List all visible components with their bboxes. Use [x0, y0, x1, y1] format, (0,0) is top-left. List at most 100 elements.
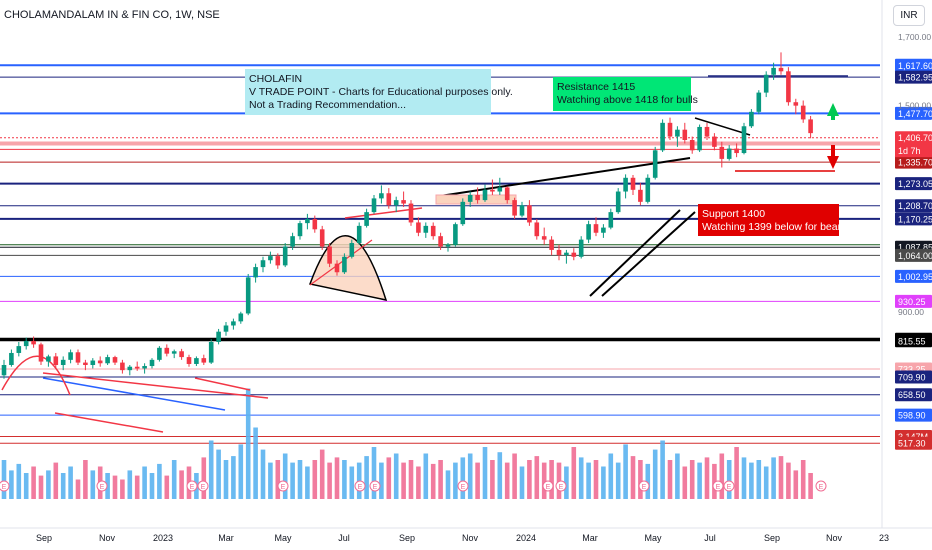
candle-body [615, 191, 621, 213]
event-marker-icon[interactable]: E [457, 480, 469, 492]
candle [527, 200, 532, 226]
candle-body [164, 347, 170, 354]
candle-body [638, 189, 643, 202]
event-marker-icon[interactable]: E [712, 480, 724, 492]
event-marker-icon[interactable]: E [815, 480, 827, 492]
event-marker-icon[interactable]: E [96, 480, 108, 492]
candle-body [645, 177, 651, 202]
candle [127, 364, 133, 376]
volume-bar [23, 473, 29, 499]
event-marker-icon[interactable]: E [638, 480, 650, 492]
candle [275, 253, 281, 269]
candle [504, 186, 510, 204]
volume-bar [712, 463, 717, 499]
time-tick-label: Nov [462, 533, 479, 543]
trend-line [309, 239, 373, 286]
volume-bar [275, 460, 281, 499]
volume-bar [549, 460, 554, 499]
time-tick-label: May [644, 533, 662, 543]
event-marker-letter: E [201, 484, 206, 491]
time-tick-label: May [274, 533, 292, 543]
candle-body [534, 222, 540, 237]
time-tick-label: 2023 [153, 533, 173, 543]
volume-bar [134, 475, 140, 499]
candle-body [179, 351, 184, 358]
candle-body [712, 136, 717, 147]
candle-body [667, 122, 673, 137]
event-marker-icon[interactable]: E [197, 480, 209, 492]
event-marker-circle [638, 480, 650, 492]
candle [786, 67, 791, 106]
trend-line [194, 377, 251, 391]
event-marker-letter: E [716, 484, 721, 491]
candle-body [127, 366, 133, 371]
event-marker-icon[interactable]: E [277, 480, 289, 492]
volume-bar [793, 470, 799, 499]
candle-body [253, 267, 258, 278]
price-label-box [895, 106, 932, 120]
candle-body [756, 92, 762, 112]
candle [734, 143, 739, 158]
event-marker-icon[interactable]: E [354, 480, 366, 492]
candle [749, 109, 754, 128]
candle [342, 253, 347, 274]
volume-bar [260, 449, 266, 499]
candle-body [371, 198, 377, 213]
volume-bar [482, 447, 488, 499]
price-label: 1,617.60 [895, 58, 932, 72]
price-label-box [895, 294, 932, 308]
candle-body [312, 219, 318, 230]
price-tick-label: 900.00 [898, 307, 924, 317]
volume-bar [223, 460, 229, 499]
event-marker-icon[interactable]: E [555, 480, 567, 492]
volume-bar [438, 460, 443, 499]
candle [164, 344, 170, 357]
volume-bar [586, 462, 591, 499]
candle-body [726, 148, 732, 159]
candle [689, 136, 695, 154]
candle-body [327, 246, 332, 264]
candle-body [60, 359, 66, 365]
price-label-text: 815.55 [898, 336, 926, 346]
candle [490, 179, 495, 195]
event-marker-icon[interactable]: E [0, 480, 10, 492]
candle [719, 141, 725, 168]
candle-body [623, 177, 628, 192]
event-marker-icon[interactable]: E [723, 480, 735, 492]
volume-bar [808, 473, 813, 499]
candle-body [630, 177, 636, 190]
price-label-text: 517.30 [898, 439, 926, 449]
candle-body [149, 359, 155, 367]
candle [312, 215, 318, 233]
candle [379, 185, 384, 204]
candle-body [142, 366, 147, 369]
candle [97, 356, 103, 367]
price-label-text: 598.90 [898, 411, 926, 421]
price-label-box [895, 199, 932, 213]
event-marker-icon[interactable]: E [369, 480, 381, 492]
candle [31, 336, 36, 348]
candle-body [423, 225, 429, 233]
volume-bar [319, 449, 325, 499]
candle [1, 359, 7, 379]
annotation-box [698, 204, 839, 236]
event-marker-icon[interactable]: E [542, 480, 554, 492]
volume-bar [704, 457, 710, 499]
price-label: 1,002.95 [895, 269, 932, 283]
candle-body [186, 357, 192, 364]
candle [564, 249, 569, 264]
currency-selector[interactable]: INR [893, 5, 925, 26]
volume-bar [682, 466, 688, 499]
candle-body [445, 244, 451, 247]
event-marker-icon[interactable]: E [186, 480, 198, 492]
candle [282, 243, 288, 268]
candle [638, 182, 643, 206]
price-label-box [895, 370, 932, 384]
candle-body [386, 193, 392, 206]
candle-body [282, 246, 288, 266]
candle [430, 222, 436, 240]
